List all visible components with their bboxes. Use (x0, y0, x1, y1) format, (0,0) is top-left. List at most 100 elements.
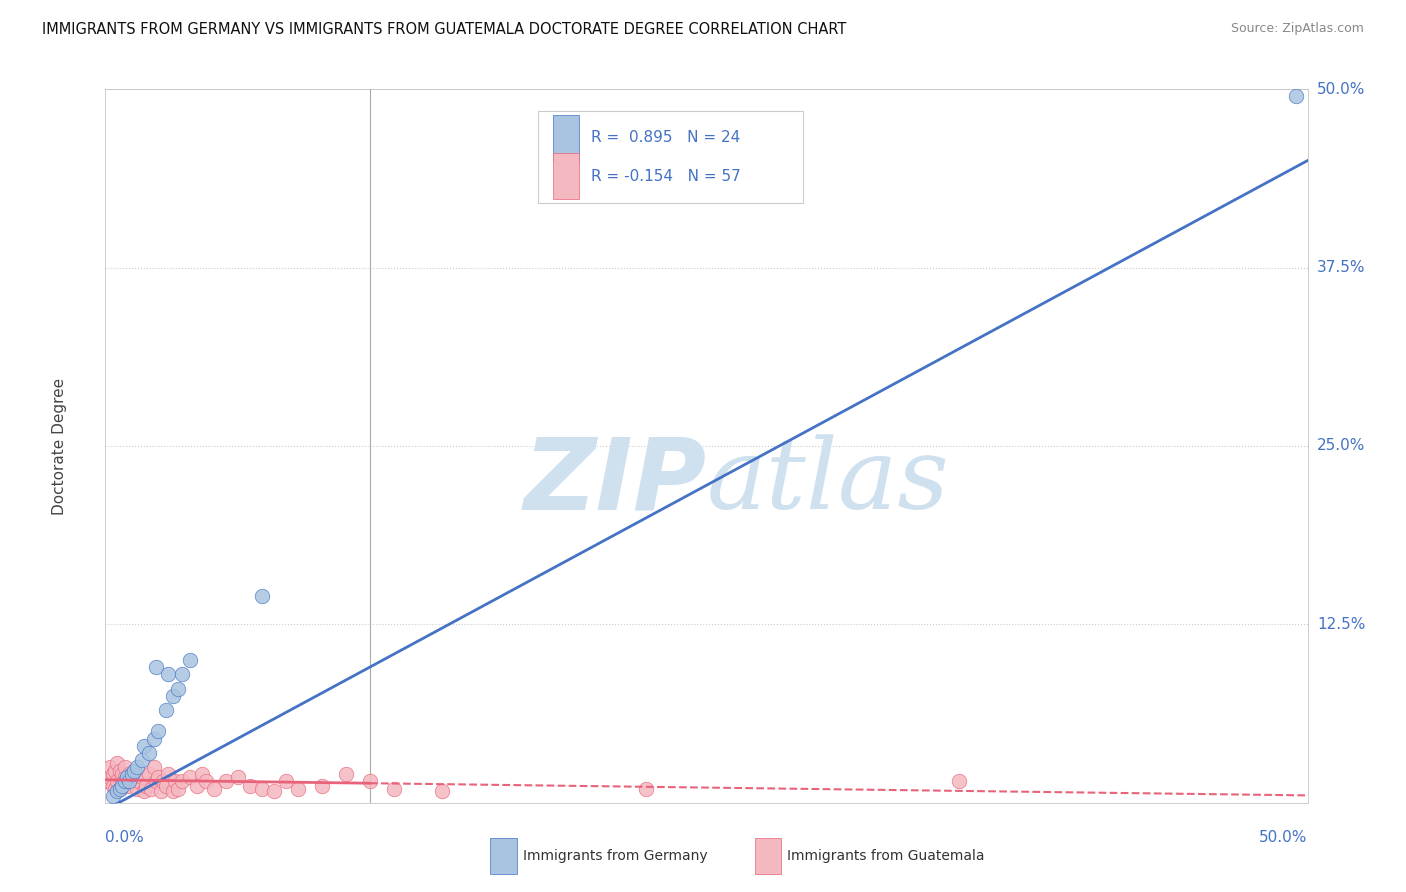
Point (139, 781, 162, 796)
Point (111, 767, 134, 781)
Point (311, 779, 333, 793)
Point (162, 784, 184, 798)
Point (107, 756, 129, 770)
Text: 50.0%: 50.0% (1260, 830, 1308, 845)
Point (132, 784, 155, 798)
Point (135, 779, 157, 793)
Text: Doctorate Degree: Doctorate Degree (52, 377, 67, 515)
Point (152, 774, 174, 789)
Point (118, 774, 141, 789)
Point (179, 653, 201, 667)
Point (155, 703, 177, 717)
Text: 25.0%: 25.0% (1317, 439, 1365, 453)
Point (111, 779, 134, 793)
Point (382, 781, 405, 796)
Text: ZIP: ZIP (523, 434, 707, 530)
Text: Source: ZipAtlas.com: Source: ZipAtlas.com (1230, 22, 1364, 36)
Text: IMMIGRANTS FROM GERMANY VS IMMIGRANTS FROM GUATEMALA DOCTORATE DEGREE CORRELATIO: IMMIGRANTS FROM GERMANY VS IMMIGRANTS FR… (42, 22, 846, 37)
Point (287, 781, 309, 796)
Point (98, 760, 121, 774)
Point (190, 767, 212, 781)
Text: atlas: atlas (707, 434, 949, 529)
Point (148, 724, 170, 739)
Point (636, 781, 658, 796)
Point (124, 764, 146, 779)
Point (121, 767, 143, 781)
FancyBboxPatch shape (491, 838, 516, 874)
Text: Immigrants from Germany: Immigrants from Germany (523, 849, 707, 863)
Point (104, 781, 127, 796)
Point (214, 774, 236, 789)
Point (186, 779, 208, 793)
Text: 37.5%: 37.5% (1317, 260, 1365, 275)
Point (114, 770, 136, 784)
Point (274, 774, 297, 789)
Point (166, 681, 188, 696)
Point (239, 779, 262, 793)
Point (118, 774, 141, 789)
Point (118, 767, 141, 781)
Point (202, 781, 225, 796)
Point (165, 774, 187, 789)
Point (156, 767, 179, 781)
Point (335, 767, 357, 781)
Text: 50.0%: 50.0% (1317, 82, 1365, 96)
Point (148, 770, 170, 784)
Point (132, 739, 155, 753)
Point (108, 781, 131, 796)
Point (125, 781, 148, 796)
Point (124, 764, 146, 779)
Text: 0.0%: 0.0% (105, 830, 145, 845)
Point (162, 689, 184, 703)
Point (131, 770, 153, 784)
Point (101, 789, 124, 803)
Point (172, 667, 194, 681)
Point (149, 784, 172, 798)
Point (121, 770, 143, 784)
Point (104, 764, 127, 779)
Point (115, 779, 138, 793)
Point (166, 781, 188, 796)
Point (142, 731, 165, 746)
FancyBboxPatch shape (755, 838, 782, 874)
Text: R =  0.895   N = 24: R = 0.895 N = 24 (591, 130, 741, 145)
Point (138, 746, 160, 760)
Text: Immigrants from Guatemala: Immigrants from Guatemala (787, 849, 984, 863)
Point (101, 767, 124, 781)
Point (138, 767, 160, 781)
Point (115, 770, 138, 784)
Point (125, 760, 148, 774)
Text: 12.5%: 12.5% (1317, 617, 1365, 632)
Point (131, 753, 153, 767)
Point (226, 770, 249, 784)
Text: R = -0.154   N = 57: R = -0.154 N = 57 (591, 169, 741, 184)
Point (97, 774, 120, 789)
FancyBboxPatch shape (538, 111, 803, 203)
Point (179, 770, 201, 784)
Point (948, 774, 970, 789)
Point (128, 774, 150, 789)
Point (107, 784, 129, 798)
Point (145, 660, 167, 674)
Point (155, 779, 177, 793)
Point (1284, 89, 1306, 103)
Point (145, 774, 167, 789)
Point (359, 774, 381, 789)
Point (142, 760, 165, 774)
Point (101, 779, 124, 793)
Point (107, 774, 129, 789)
Point (430, 784, 453, 798)
Point (172, 774, 194, 789)
Point (98, 770, 121, 784)
Point (263, 784, 285, 798)
Point (156, 667, 179, 681)
FancyBboxPatch shape (553, 153, 579, 200)
FancyBboxPatch shape (553, 114, 579, 161)
Point (195, 774, 218, 789)
Point (108, 764, 131, 779)
Point (111, 774, 134, 789)
Point (250, 781, 273, 796)
Point (108, 781, 131, 796)
Point (114, 774, 136, 789)
Point (114, 760, 136, 774)
